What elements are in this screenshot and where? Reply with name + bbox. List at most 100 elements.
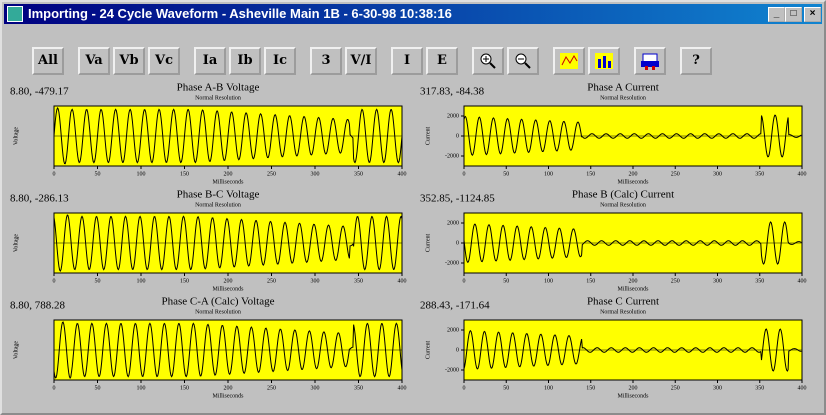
x-tick-label: 300 bbox=[311, 171, 320, 177]
x-axis-label: Milliseconds bbox=[618, 179, 650, 185]
y-axis-label: Current bbox=[425, 341, 431, 360]
toolbar-button[interactable]: I bbox=[391, 47, 423, 75]
y-tick-label: -2000 bbox=[445, 153, 459, 159]
x-tick-label: 400 bbox=[798, 278, 807, 284]
x-tick-label: 250 bbox=[671, 385, 680, 391]
x-tick-label: 200 bbox=[629, 171, 638, 177]
x-tick-label: 250 bbox=[267, 385, 276, 391]
spacer bbox=[67, 47, 75, 75]
plot-title: Phase A-B Voltage bbox=[177, 82, 260, 94]
spacer bbox=[542, 47, 550, 75]
zoom-out-button[interactable] bbox=[507, 47, 539, 75]
y-axis-label: Voltage bbox=[13, 234, 19, 253]
icon bbox=[480, 53, 496, 69]
line-chart-button[interactable] bbox=[553, 47, 585, 75]
x-tick-label: 400 bbox=[798, 171, 807, 177]
x-tick-label: 250 bbox=[671, 171, 680, 177]
toolbar-button[interactable]: Ib bbox=[229, 47, 261, 75]
x-tick-label: 400 bbox=[798, 385, 807, 391]
y-tick-label: 0 bbox=[456, 347, 459, 353]
window-title: Importing - 24 Cycle Waveform - Ashevill… bbox=[28, 6, 452, 21]
x-tick-label: 200 bbox=[629, 278, 638, 284]
spacer bbox=[380, 47, 388, 75]
x-tick-label: 150 bbox=[586, 385, 595, 391]
y-axis-label: Current bbox=[425, 234, 431, 253]
waveform bbox=[53, 321, 403, 380]
y-axis-label: Current bbox=[425, 127, 431, 146]
toolbar-button[interactable]: Va bbox=[78, 47, 110, 75]
x-tick-label: 50 bbox=[503, 171, 509, 177]
minimize-button[interactable]: _ bbox=[768, 7, 785, 22]
x-tick-label: 200 bbox=[224, 171, 233, 177]
spacer bbox=[623, 47, 631, 75]
x-tick-label: 400 bbox=[398, 278, 407, 284]
x-axis-label: Milliseconds bbox=[213, 286, 245, 292]
x-tick-label: 0 bbox=[53, 171, 56, 177]
app-icon bbox=[7, 6, 23, 22]
x-tick-label: 100 bbox=[544, 385, 553, 391]
close-button[interactable]: × bbox=[804, 7, 821, 22]
y-axis-label: Voltage bbox=[13, 341, 19, 360]
x-tick-label: 200 bbox=[224, 385, 233, 391]
waveform bbox=[463, 114, 802, 158]
x-tick-label: 350 bbox=[354, 171, 363, 177]
x-tick-label: 150 bbox=[180, 171, 189, 177]
y-tick-label: -2000 bbox=[445, 367, 459, 373]
x-tick-label: 100 bbox=[137, 171, 146, 177]
x-axis-label: Milliseconds bbox=[213, 179, 245, 185]
plot-subtitle: Normal Resolution bbox=[195, 309, 241, 315]
toolbar-button[interactable]: Ic bbox=[264, 47, 296, 75]
maximize-button[interactable]: □ bbox=[785, 7, 802, 22]
x-tick-label: 50 bbox=[95, 385, 101, 391]
zoom-in-button[interactable] bbox=[472, 47, 504, 75]
print-button[interactable] bbox=[634, 47, 666, 75]
spacer bbox=[299, 47, 307, 75]
toolbar-button[interactable]: All bbox=[32, 47, 64, 75]
cursor-readout: 317.83, -84.38 bbox=[420, 86, 485, 98]
x-tick-label: 350 bbox=[755, 171, 764, 177]
y-tick-label: 0 bbox=[456, 240, 459, 246]
plot-title: Phase A Current bbox=[587, 82, 659, 94]
x-tick-label: 400 bbox=[398, 385, 407, 391]
x-tick-label: 350 bbox=[354, 385, 363, 391]
bar-chart-button[interactable] bbox=[588, 47, 620, 75]
x-tick-label: 50 bbox=[503, 385, 509, 391]
x-tick-label: 250 bbox=[267, 278, 276, 284]
x-tick-label: 100 bbox=[544, 171, 553, 177]
cursor-readout: 352.85, -1124.85 bbox=[420, 193, 495, 205]
x-tick-label: 300 bbox=[311, 278, 320, 284]
plot-subtitle: Normal Resolution bbox=[600, 309, 646, 315]
x-tick-label: 350 bbox=[755, 278, 764, 284]
toolbar-button[interactable]: Ia bbox=[194, 47, 226, 75]
x-axis-label: Milliseconds bbox=[618, 393, 650, 399]
cursor-readout: 288.43, -171.64 bbox=[420, 300, 490, 312]
x-tick-label: 50 bbox=[95, 278, 101, 284]
x-tick-label: 350 bbox=[755, 385, 764, 391]
toolbar-button[interactable]: V/I bbox=[345, 47, 377, 75]
x-axis-label: Milliseconds bbox=[213, 393, 245, 399]
plot-title: Phase B (Calc) Current bbox=[572, 189, 674, 201]
x-tick-label: 150 bbox=[180, 385, 189, 391]
toolbar-button[interactable]: Vc bbox=[148, 47, 180, 75]
plot-subtitle: Normal Resolution bbox=[600, 95, 646, 101]
plot-title: Phase C-A (Calc) Voltage bbox=[162, 296, 275, 308]
toolbar: All Va Vb Vc Ia Ib Ic 3 V/I I E? bbox=[32, 47, 712, 75]
x-tick-label: 350 bbox=[354, 278, 363, 284]
y-tick-label: 2000 bbox=[447, 113, 459, 119]
x-tick-label: 300 bbox=[713, 278, 722, 284]
x-tick-label: 250 bbox=[671, 278, 680, 284]
toolbar-button[interactable]: E bbox=[426, 47, 458, 75]
help-button[interactable]: ? bbox=[680, 47, 712, 75]
toolbar-button[interactable]: 3 bbox=[310, 47, 342, 75]
title-bar: Importing - 24 Cycle Waveform - Ashevill… bbox=[4, 4, 822, 24]
x-tick-label: 100 bbox=[544, 278, 553, 284]
plot-subtitle: Normal Resolution bbox=[600, 202, 646, 208]
x-tick-label: 0 bbox=[463, 278, 466, 284]
x-tick-label: 0 bbox=[463, 171, 466, 177]
plot-title: Phase B-C Voltage bbox=[177, 189, 260, 201]
y-tick-label: -2000 bbox=[445, 260, 459, 266]
x-tick-label: 200 bbox=[224, 278, 233, 284]
toolbar-button[interactable]: Vb bbox=[113, 47, 145, 75]
